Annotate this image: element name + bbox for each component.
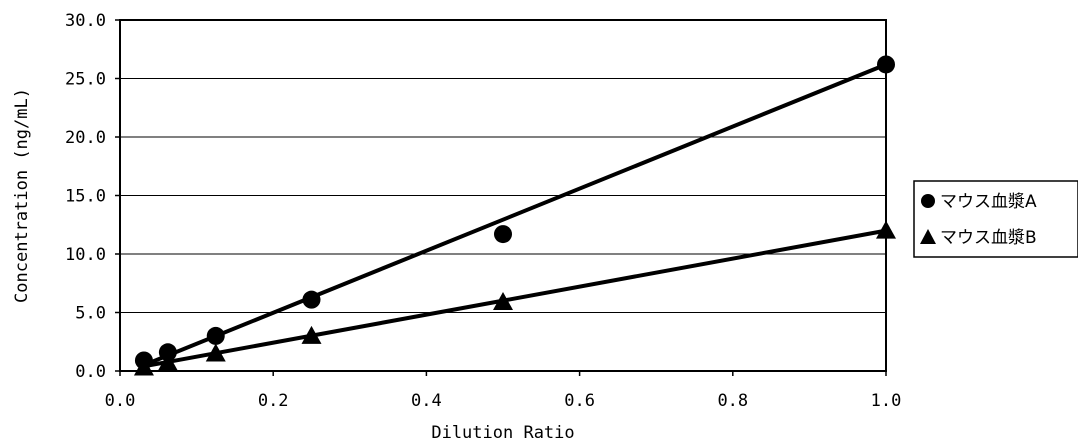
x-tick-label: 0.4 xyxy=(411,391,442,411)
y-tick-label: 30.0 xyxy=(65,11,106,31)
x-tick-label: 0.8 xyxy=(717,391,748,411)
legend: マウス血漿A マウス血漿B xyxy=(913,180,1078,258)
y-axis-title: Concentration (ng/mL) xyxy=(12,88,32,303)
y-tick-label: 5.0 xyxy=(75,304,106,324)
x-axis-title: Dilution Ratio xyxy=(431,423,574,443)
x-tick-label: 0.6 xyxy=(564,391,595,411)
data-point-series-1 xyxy=(877,55,895,74)
trendlines xyxy=(143,62,887,369)
y-tick-label: 0.0 xyxy=(75,362,106,382)
x-tick-label: 0.2 xyxy=(258,391,289,411)
trendline-series-2 xyxy=(143,228,887,369)
data-points xyxy=(133,55,896,376)
x-tick-labels: 0.0 0.2 0.4 0.6 0.8 1.0 xyxy=(105,371,902,411)
data-point-series-2 xyxy=(876,220,896,239)
x-tick-label: 0.0 xyxy=(105,391,136,411)
y-tick-label: 10.0 xyxy=(65,245,106,265)
data-point-series-1 xyxy=(206,326,225,345)
legend-marker-circle xyxy=(921,194,935,208)
trendline-series-1 xyxy=(143,62,887,368)
y-tick-label: 15.0 xyxy=(65,187,106,207)
legend-marker-triangle xyxy=(920,229,936,244)
data-point-series-2 xyxy=(205,343,226,362)
data-point-series-1 xyxy=(302,290,321,309)
legend-label: マウス血漿A xyxy=(940,192,1037,212)
y-tick-label: 25.0 xyxy=(65,70,106,90)
data-point-series-2 xyxy=(157,352,178,371)
legend-box xyxy=(913,180,1078,258)
x-tick-label: 1.0 xyxy=(871,391,902,411)
y-tick-label: 20.0 xyxy=(65,128,106,148)
grid-lines xyxy=(120,78,886,313)
data-point-series-2 xyxy=(493,291,513,310)
y-tick-labels: 0.0 5.0 10.0 15.0 20.0 25.0 30.0 xyxy=(65,11,120,382)
data-point-series-2 xyxy=(133,357,154,376)
legend-label: マウス血漿B xyxy=(940,228,1037,248)
data-point-series-1 xyxy=(158,343,177,362)
data-point-series-2 xyxy=(301,325,322,344)
data-point-series-1 xyxy=(494,225,512,244)
